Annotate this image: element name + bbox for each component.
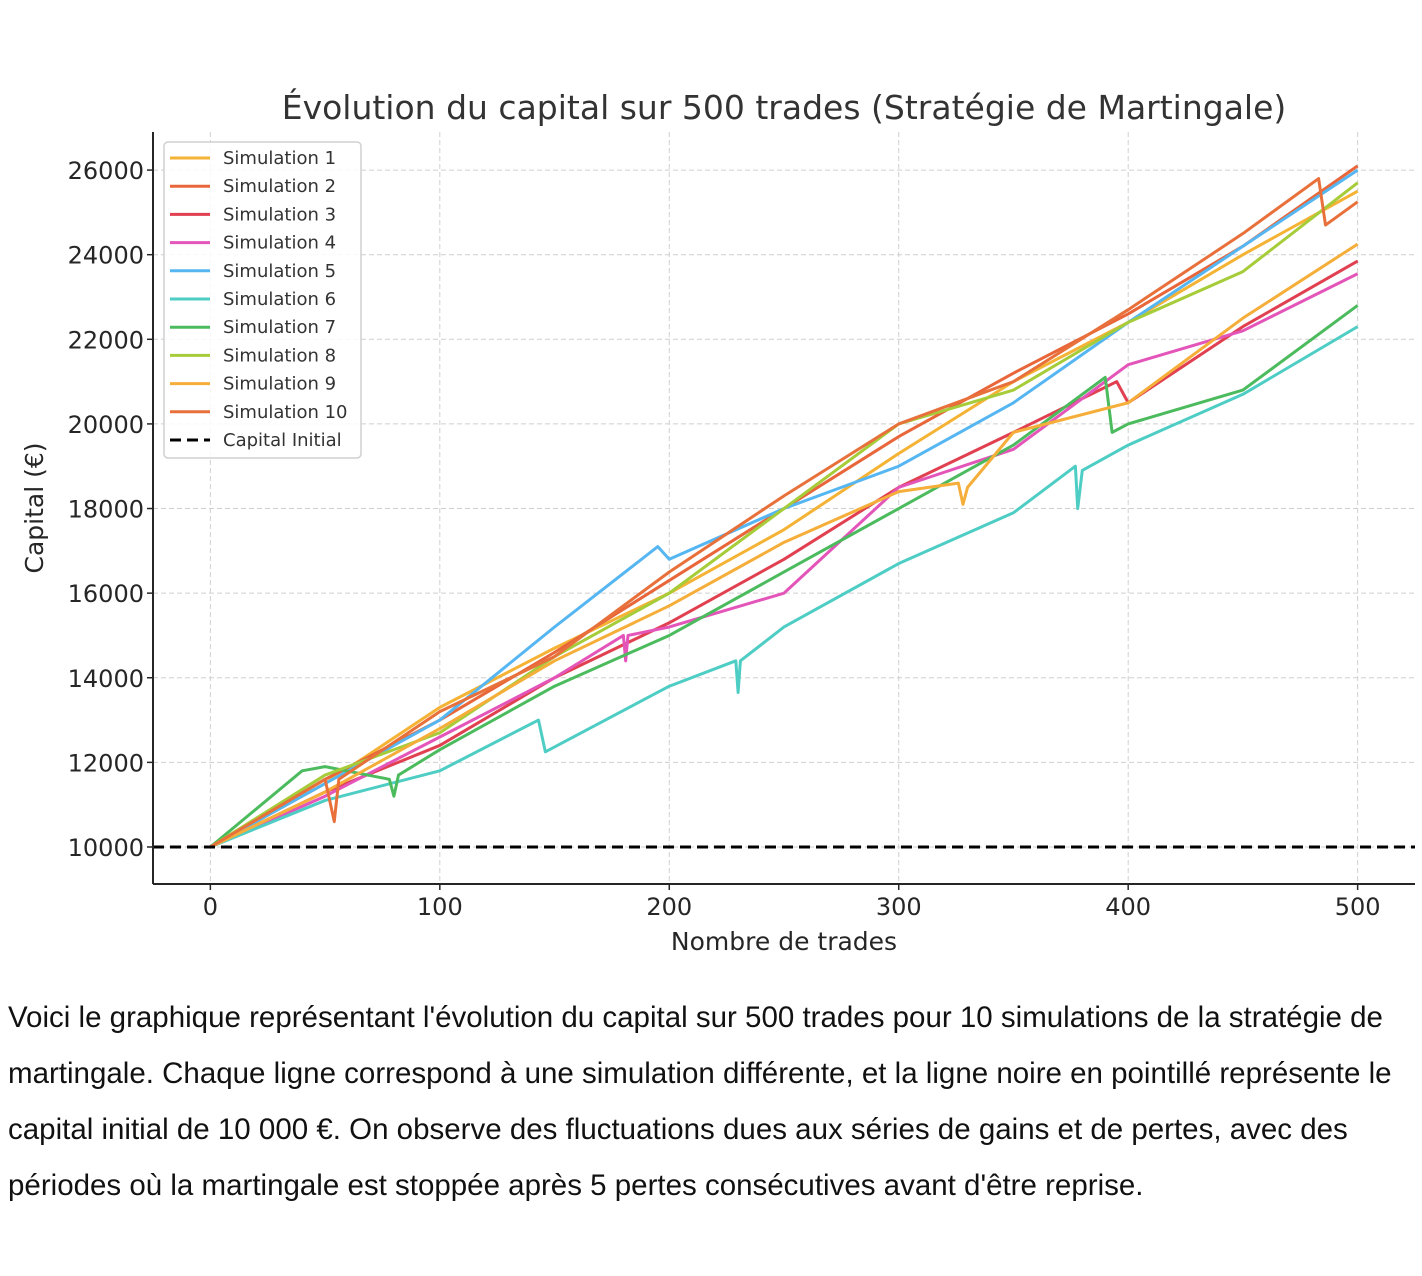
legend-label: Simulation 6 (223, 289, 336, 310)
legend-label: Simulation 10 (223, 402, 348, 423)
legend-label: Simulation 5 (223, 261, 336, 282)
x-axis-label: Nombre de trades (671, 927, 897, 956)
y-tick-label: 16000 (68, 580, 144, 608)
x-tick-label: 100 (417, 893, 463, 921)
y-tick-label: 18000 (68, 496, 144, 524)
x-tick-label: 0 (203, 893, 218, 921)
series-line-simulation-4 (209, 272, 1359, 849)
response-text: Voici le graphique représentant l'évolut… (8, 1001, 1392, 1202)
y-axis-label: Capital (€) (20, 442, 49, 573)
legend-label: Simulation 9 (223, 374, 336, 395)
y-tick-label: 26000 (68, 157, 144, 185)
y-tick-label: 20000 (68, 411, 144, 439)
legend-label: Simulation 2 (223, 176, 336, 197)
y-tick-label: 24000 (68, 242, 144, 270)
chart-title: Évolution du capital sur 500 trades (Str… (282, 87, 1287, 127)
series-lines (209, 164, 1359, 849)
legend: Simulation 1 Simulation 2 Simulation 3 Simu… (163, 141, 362, 459)
x-tick-label: 500 (1335, 893, 1381, 921)
y-tick-label: 12000 (68, 749, 144, 777)
legend-box (163, 141, 362, 459)
axes: 0 100 200 300 400 500 10000 12000 14000 16000 1800… (68, 132, 1415, 921)
y-tick-label: 10000 (68, 834, 144, 862)
capital-evolution-chart: Évolution du capital sur 500 trades (Str… (20, 87, 1415, 956)
y-tick-label: 22000 (68, 326, 144, 354)
y-tick-label: 14000 (68, 665, 144, 693)
series-line-simulation-8 (209, 181, 1359, 849)
series-line-simulation-10 (209, 177, 1359, 849)
legend-label: Simulation 3 (223, 204, 336, 225)
series-line-simulation-9 (209, 242, 1359, 849)
legend-label: Simulation 1 (223, 148, 336, 169)
legend-label: Capital Initial (223, 430, 342, 451)
legend-label: Simulation 4 (223, 233, 336, 254)
x-tick-label: 300 (876, 893, 922, 921)
series-line-simulation-7 (209, 304, 1359, 849)
series-line-simulation-1 (209, 189, 1359, 849)
x-tick-label: 200 (646, 893, 692, 921)
x-tick-label: 400 (1105, 893, 1151, 921)
legend-label: Simulation 7 (223, 317, 336, 338)
legend-label: Simulation 8 (223, 345, 336, 366)
series-line-simulation-6 (209, 325, 1359, 849)
